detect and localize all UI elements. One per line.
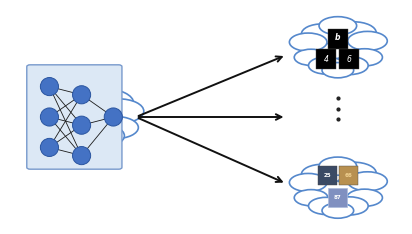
Ellipse shape [40, 77, 59, 96]
Ellipse shape [35, 101, 83, 124]
Ellipse shape [92, 117, 138, 139]
FancyBboxPatch shape [27, 65, 122, 169]
Ellipse shape [46, 91, 100, 117]
Ellipse shape [322, 203, 353, 218]
Ellipse shape [319, 17, 357, 35]
Ellipse shape [347, 49, 382, 66]
Ellipse shape [330, 197, 368, 215]
Ellipse shape [73, 86, 91, 104]
Ellipse shape [40, 117, 84, 138]
Ellipse shape [76, 124, 124, 147]
Text: 4: 4 [324, 55, 329, 64]
Ellipse shape [309, 33, 367, 61]
Text: 6: 6 [347, 55, 352, 64]
Ellipse shape [289, 33, 327, 51]
Ellipse shape [52, 99, 126, 135]
Ellipse shape [322, 62, 353, 78]
Text: 25: 25 [323, 173, 331, 178]
Text: b: b [335, 33, 341, 42]
Ellipse shape [319, 157, 357, 175]
Ellipse shape [64, 84, 113, 108]
Bar [328, 29, 348, 49]
Ellipse shape [348, 31, 387, 51]
Ellipse shape [294, 49, 328, 66]
Bar [318, 166, 337, 185]
Ellipse shape [302, 24, 343, 44]
Ellipse shape [331, 22, 376, 44]
Ellipse shape [93, 99, 144, 124]
Ellipse shape [294, 190, 328, 206]
Ellipse shape [347, 189, 382, 206]
Ellipse shape [54, 125, 100, 147]
Ellipse shape [75, 89, 133, 117]
Ellipse shape [40, 108, 59, 126]
Ellipse shape [73, 116, 91, 134]
Ellipse shape [330, 56, 368, 75]
Ellipse shape [68, 131, 109, 150]
Bar [328, 188, 347, 207]
Ellipse shape [40, 138, 59, 157]
Bar [339, 166, 358, 185]
Ellipse shape [309, 197, 344, 215]
Bar [339, 49, 359, 69]
Ellipse shape [348, 172, 387, 191]
Ellipse shape [104, 108, 122, 126]
Text: 66: 66 [345, 173, 352, 178]
Ellipse shape [331, 162, 376, 184]
Ellipse shape [289, 173, 327, 192]
Bar [316, 49, 336, 69]
Text: 87: 87 [334, 195, 342, 200]
Ellipse shape [302, 164, 343, 184]
Ellipse shape [309, 173, 367, 201]
Ellipse shape [73, 146, 91, 165]
Ellipse shape [309, 57, 344, 74]
